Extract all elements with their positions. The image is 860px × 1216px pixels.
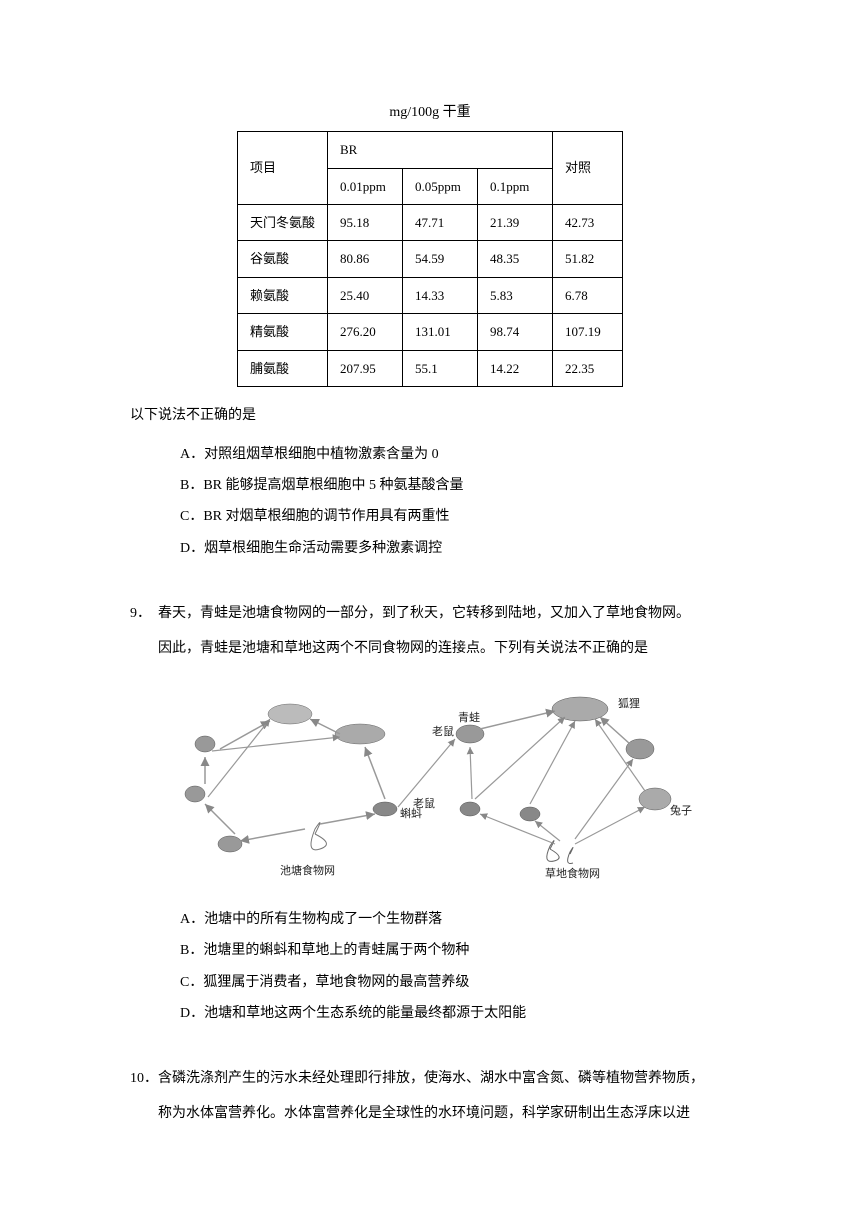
rabbit-label: 兔子: [670, 803, 692, 817]
q10-line1: 含磷洗涤剂产生的污水未经处理即行排放，使海水、湖水中富含氮、磷等植物营养物质，: [158, 1066, 730, 1091]
mouse-label-small: 老鼠: [413, 796, 435, 810]
header-br: BR: [328, 132, 553, 168]
row0-ctrl: 42.73: [553, 204, 623, 240]
row4-v2: 55.1: [403, 350, 478, 386]
row4-v3: 14.22: [478, 350, 553, 386]
q8-intro: 以下说法不正确的是: [130, 403, 790, 428]
row1-v2: 54.59: [403, 241, 478, 277]
row1-ctrl: 51.82: [553, 241, 623, 277]
q8-option-c: C．BR 对烟草根细胞的调节作用具有两重性: [180, 504, 790, 529]
conc-2: 0.1ppm: [478, 168, 553, 204]
q9-line2: 因此，青蛙是池塘和草地这两个不同食物网的连接点。下列有关说法不正确的是: [158, 636, 790, 661]
mouse-label-2: 老鼠: [432, 724, 454, 738]
row1-v1: 80.86: [328, 241, 403, 277]
table-row: 天门冬氨酸 95.18 47.71 21.39 42.73: [238, 204, 623, 240]
q10-stem: 10． 含磷洗涤剂产生的污水未经处理即行排放，使海水、湖水中富含氮、磷等植物营养…: [130, 1066, 730, 1091]
header-control: 对照: [553, 132, 623, 205]
row3-label: 精氨酸: [238, 314, 328, 350]
row2-ctrl: 6.78: [553, 277, 623, 313]
pond-web-label: 池塘食物网: [280, 863, 335, 877]
q9-option-d: D．池塘和草地这两个生态系统的能量最终都源于太阳能: [180, 1001, 790, 1026]
table-row: 谷氨酸 80.86 54.59 48.35 51.82: [238, 241, 623, 277]
table-unit: mg/100g 干重: [70, 100, 790, 125]
row2-label: 赖氨酸: [238, 277, 328, 313]
q9-stem: 9． 春天，青蛙是池塘食物网的一部分，到了秋天，它转移到陆地，又加入了草地食物网…: [130, 601, 730, 626]
row0-v3: 21.39: [478, 204, 553, 240]
q10-line2: 称为水体富营养化。水体富营养化是全球性的水环境问题，科学家研制出生态浮床以进: [158, 1101, 790, 1126]
q8-option-d: D．烟草根细胞生命活动需要多种激素调控: [180, 536, 790, 561]
amino-acid-table: 项目 BR 对照 0.01ppm 0.05ppm 0.1ppm 天门冬氨酸 95…: [237, 131, 623, 387]
q9-number: 9．: [130, 601, 151, 626]
q9-option-c: C．狐狸属于消费者，草地食物网的最高营养级: [180, 970, 790, 995]
conc-0: 0.01ppm: [328, 168, 403, 204]
row3-v3: 98.74: [478, 314, 553, 350]
table-row: 精氨酸 276.20 131.01 98.74 107.19: [238, 314, 623, 350]
header-project: 项目: [238, 132, 328, 205]
row1-v3: 48.35: [478, 241, 553, 277]
q8-option-a: A．对照组烟草根细胞中植物激素含量为 0: [180, 442, 790, 467]
row0-v1: 95.18: [328, 204, 403, 240]
table-row: 脯氨酸 207.95 55.1 14.22 22.35: [238, 350, 623, 386]
q9-option-b: B．池塘里的蝌蚪和草地上的青蛙属于两个物种: [180, 938, 790, 963]
row3-ctrl: 107.19: [553, 314, 623, 350]
frog-label: 青蛙: [458, 711, 480, 724]
grass-web-label: 草地食物网: [545, 866, 600, 880]
q9-line1: 春天，青蛙是池塘食物网的一部分，到了秋天，它转移到陆地，又加入了草地食物网。: [158, 601, 730, 626]
row4-label: 脯氨酸: [238, 350, 328, 386]
table-row: 赖氨酸 25.40 14.33 5.83 6.78: [238, 277, 623, 313]
row4-ctrl: 22.35: [553, 350, 623, 386]
q9-option-a: A．池塘中的所有生物构成了一个生物群落: [180, 907, 790, 932]
row2-v2: 14.33: [403, 277, 478, 313]
row0-label: 天门冬氨酸: [238, 204, 328, 240]
conc-1: 0.05ppm: [403, 168, 478, 204]
q8-option-b: B．BR 能够提高烟草根细胞中 5 种氨基酸含量: [180, 473, 790, 498]
row3-v2: 131.01: [403, 314, 478, 350]
row3-v1: 276.20: [328, 314, 403, 350]
row2-v3: 5.83: [478, 277, 553, 313]
fox-label: 狐狸: [618, 696, 640, 710]
q10-number: 10．: [130, 1066, 158, 1091]
row0-v2: 47.71: [403, 204, 478, 240]
row1-label: 谷氨酸: [238, 241, 328, 277]
row2-v1: 25.40: [328, 277, 403, 313]
food-web-figure: 池塘食物网 蝌蚪 老鼠 狐狸 青蛙 老鼠 兔子 草地食物网: [70, 679, 790, 889]
row4-v1: 207.95: [328, 350, 403, 386]
